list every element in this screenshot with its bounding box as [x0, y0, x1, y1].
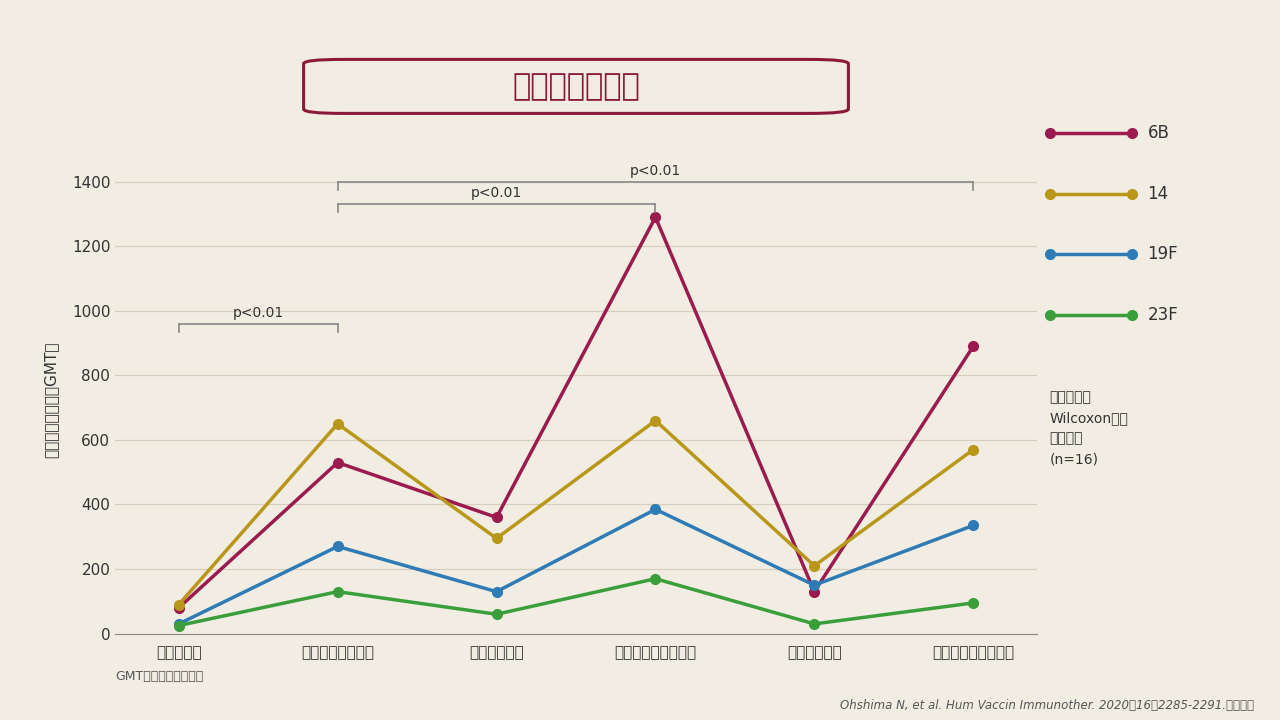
FancyBboxPatch shape: [303, 59, 849, 113]
6B: [330, 458, 346, 467]
Text: p<0.01: p<0.01: [471, 186, 522, 200]
23F: [648, 575, 663, 583]
19F: [489, 588, 504, 596]
Line: 6B: 6B: [174, 212, 978, 613]
23F: [489, 610, 504, 618]
23F: [330, 588, 346, 596]
Line: 14: 14: [174, 415, 978, 609]
Text: p<0.01: p<0.01: [233, 306, 284, 320]
23F: [172, 621, 187, 630]
14: [330, 420, 346, 428]
23F: [806, 620, 822, 629]
19F: [806, 581, 822, 590]
14: [965, 445, 980, 454]
6B: [172, 603, 187, 612]
Line: 19F: 19F: [174, 505, 978, 629]
Line: 23F: 23F: [174, 574, 978, 631]
Text: 19F: 19F: [1148, 245, 1178, 264]
Text: Ohshima N, et al. Hum Vaccin Immunother. 2020；16：2285-2291.より作図: Ohshima N, et al. Hum Vaccin Immunother.…: [841, 699, 1254, 712]
Text: オプソニン活性（GMT）: オプソニン活性（GMT）: [44, 341, 58, 458]
19F: [172, 620, 187, 629]
Text: オプソニン活性: オプソニン活性: [512, 72, 640, 101]
19F: [648, 505, 663, 513]
6B: [806, 588, 822, 596]
14: [172, 600, 187, 609]
Text: GMT：幾何平均抗体価: GMT：幾何平均抗体価: [115, 670, 204, 683]
14: [648, 416, 663, 425]
14: [806, 562, 822, 570]
6B: [648, 213, 663, 222]
19F: [330, 542, 346, 551]
6B: [489, 513, 504, 522]
Text: p<0.01: p<0.01: [630, 164, 681, 178]
23F: [965, 598, 980, 607]
Text: 対応のある
Wilcoxon符号
順位検定
(n=16): 対応のある Wilcoxon符号 順位検定 (n=16): [1050, 390, 1129, 466]
6B: [965, 342, 980, 351]
Text: 6B: 6B: [1148, 124, 1170, 143]
Text: 14: 14: [1148, 185, 1169, 203]
Text: 23F: 23F: [1148, 305, 1179, 324]
14: [489, 534, 504, 543]
19F: [965, 521, 980, 530]
